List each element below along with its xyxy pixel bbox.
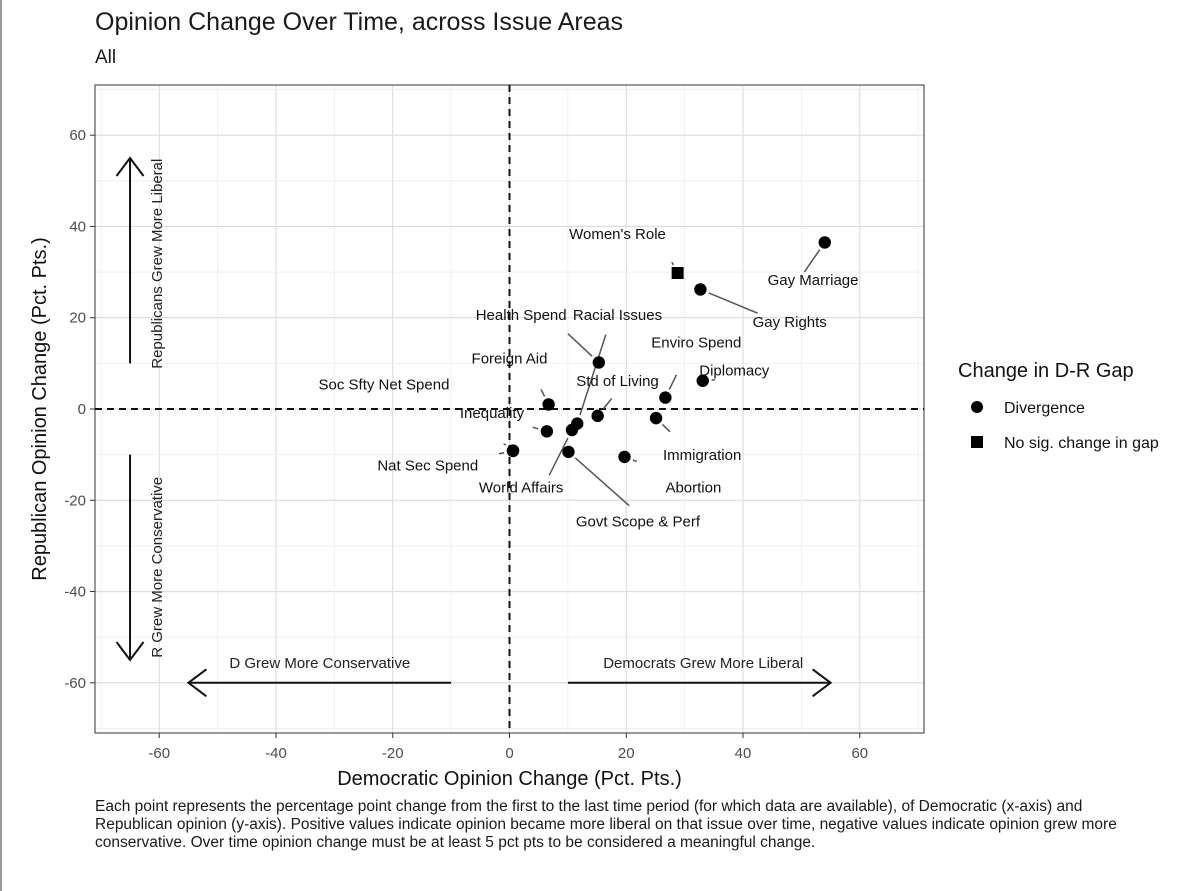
label-women-s-role: Women's Role [569,226,666,243]
leader-govt-scope-perf [574,457,630,507]
y-tick-label: 0 [78,401,86,418]
label-soc-sfty-net-spend: Soc Sfty Net Spend [319,376,450,393]
label-immigration: Immigration [663,447,741,464]
point-women-s-role [671,267,684,280]
x-axis-label: Democratic Opinion Change (Pct. Pts.) [337,768,682,790]
y-tick-label: 40 [69,218,86,235]
point-immigration [649,411,663,425]
label-health-spend: Health Spend [476,307,567,324]
point-foreign-aid [542,398,555,411]
x-tick-label: -60 [148,745,170,762]
label-govt-scope-perf: Govt Scope & Perf [576,513,701,530]
label-abortion: Abortion [665,480,721,497]
leader-soc-sfty-net-spend [503,443,507,446]
legend-key-circle [971,401,983,413]
legend-label: Divergence [1004,400,1085,417]
label-leaders [498,249,821,507]
point-world-affairs [565,423,579,437]
chart-caption: Each point represents the percentage poi… [95,798,1117,851]
axes: -60 -40 -20 0 20 40 60 -60 -40 -20 0 20 40 60 Democrat… [29,127,868,790]
y-tick-label: 60 [69,127,86,144]
legend-label: No sig. change in gap [1004,435,1159,452]
point-std-of-living [591,409,604,423]
left-border [0,0,2,891]
point-abortion [618,450,631,464]
label-foreign-aid: Foreign Aid [472,350,548,367]
y-tick-label: -60 [64,675,86,692]
leader-std-of-living [602,398,613,410]
left-arrow-head [186,668,208,698]
point-govt-scope-perf [562,445,575,459]
label-inequality: Inequality [460,405,525,422]
y-tick-label: -20 [64,492,86,509]
annotation-democrats-liberal: Democrats Grew More Liberal [603,655,803,672]
label-gay-marriage: Gay Marriage [768,272,859,289]
x-tick-label: -20 [382,745,404,762]
label-gay-rights: Gay Rights [753,314,827,331]
x-tick-label: 20 [618,745,635,762]
chart-subtitle: All [95,47,117,68]
label-racial-issues: Racial Issues [573,307,662,324]
label-diplomacy: Diplomacy [699,363,770,380]
leader-abortion [632,459,638,463]
leader-enviro-spend [668,374,678,390]
label-std-of-living: Std of Living [576,373,659,390]
leader-health-spend [567,333,593,357]
label-world-affairs: World Affairs [479,480,563,497]
legend: Change in D-R Gap Divergence No sig. chang… [958,360,1159,452]
leader-gay-rights [708,292,758,314]
x-tick-label: 60 [851,745,868,762]
leader-inequality [532,426,539,430]
reference-lines [95,85,924,733]
annotation-r-conservative: R Grew More Conservative [149,477,166,658]
y-tick-label: 20 [69,310,86,327]
leader-racial-issues [579,334,607,416]
legend-title: Change in D-R Gap [958,360,1134,382]
up-arrow-head [115,156,145,177]
chart-title: Opinion Change Over Time, across Issue A… [95,8,624,36]
x-tick-label: 40 [735,745,752,762]
data-points [506,236,831,464]
right-arrow-head [811,668,833,698]
leader-foreign-aid [540,389,546,397]
annotation-republicans-liberal: Republicans Grew More Liberal [149,159,166,369]
point-labels: Gay Marriage Women's Role Gay Rights Health… [319,226,859,530]
y-tick-label: -40 [64,584,86,601]
point-inequality [540,425,554,438]
y-axis-label: Republican Opinion Change (Pct. Pts.) [29,237,51,581]
legend-key-square [971,436,983,448]
point-health-spend [592,356,606,369]
point-gay-marriage [818,236,831,249]
annotation-d-conservative: D Grew More Conservative [229,655,410,672]
down-arrow-head [115,641,145,662]
label-nat-sec-spend: Nat Sec Spend [377,458,478,475]
point-enviro-spend [659,391,672,404]
x-tick-label: -40 [265,745,287,762]
point-diplomacy [696,374,709,387]
direction-arrows: Republicans Grew More Liberal R Grew More… [115,156,833,698]
leader-immigration [661,423,671,433]
leader-gay-marriage [803,249,821,273]
leader-nat-sec-spend [498,451,505,455]
label-enviro-spend: Enviro Spend [651,334,741,351]
leader-women-s-role [671,261,675,266]
point-gay-rights [694,283,707,296]
x-tick-label: 0 [505,745,513,762]
leader-world-affairs [548,437,569,476]
point-nat-sec-spend [506,444,520,458]
